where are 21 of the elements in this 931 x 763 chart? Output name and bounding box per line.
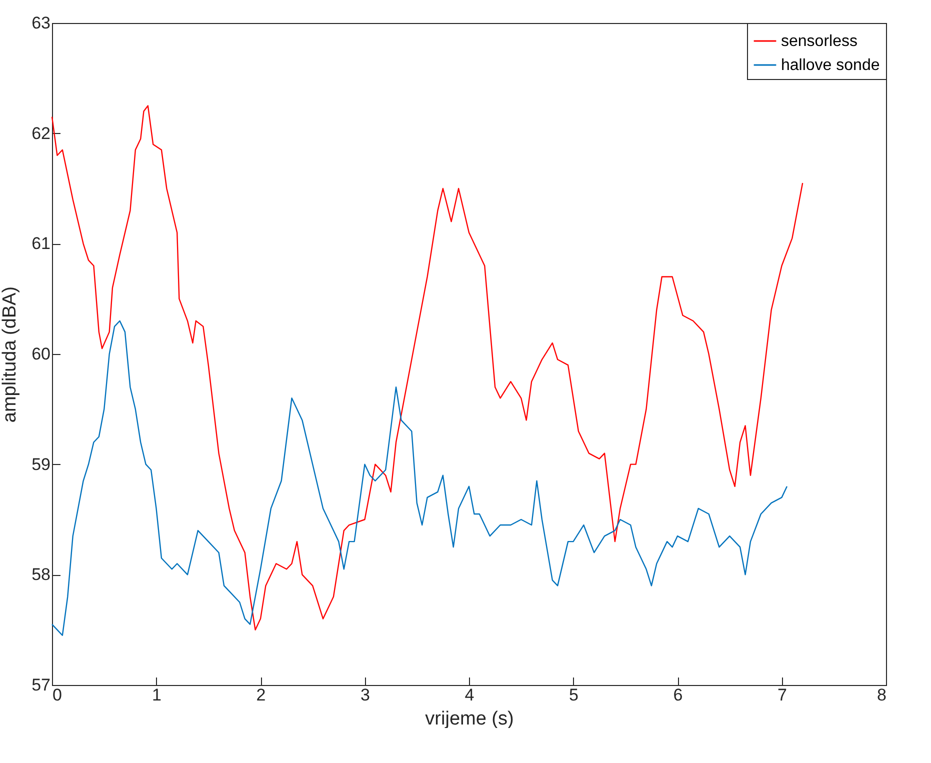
y-tick-label: 58 bbox=[32, 565, 50, 584]
line-series bbox=[51, 320, 788, 636]
x-tick-label: 5 bbox=[569, 686, 578, 704]
x-tick-label: 3 bbox=[360, 686, 370, 704]
legend-label: hallove sonde bbox=[781, 57, 880, 74]
y-tick-label: 62 bbox=[32, 124, 50, 143]
y-axis-title: amplituda (dBA) bbox=[0, 286, 21, 423]
y-tick-label: 63 bbox=[32, 14, 50, 32]
x-tick-label: 8 bbox=[877, 686, 886, 704]
x-tick-label: 6 bbox=[673, 686, 683, 704]
y-tick-label: 60 bbox=[32, 344, 50, 364]
x-tick-label: 1 bbox=[152, 686, 162, 704]
y-tick-label: 59 bbox=[32, 454, 50, 474]
y-tick-label: 57 bbox=[32, 676, 50, 694]
x-tick-label: 0 bbox=[52, 686, 62, 704]
x-tick-label: 2 bbox=[256, 686, 266, 704]
line-series bbox=[51, 105, 804, 630]
x-tick-label: 7 bbox=[778, 686, 787, 704]
legend-label: sensorless bbox=[781, 33, 858, 50]
x-tick-label: 4 bbox=[464, 686, 474, 704]
y-tick-label: 61 bbox=[32, 234, 50, 254]
